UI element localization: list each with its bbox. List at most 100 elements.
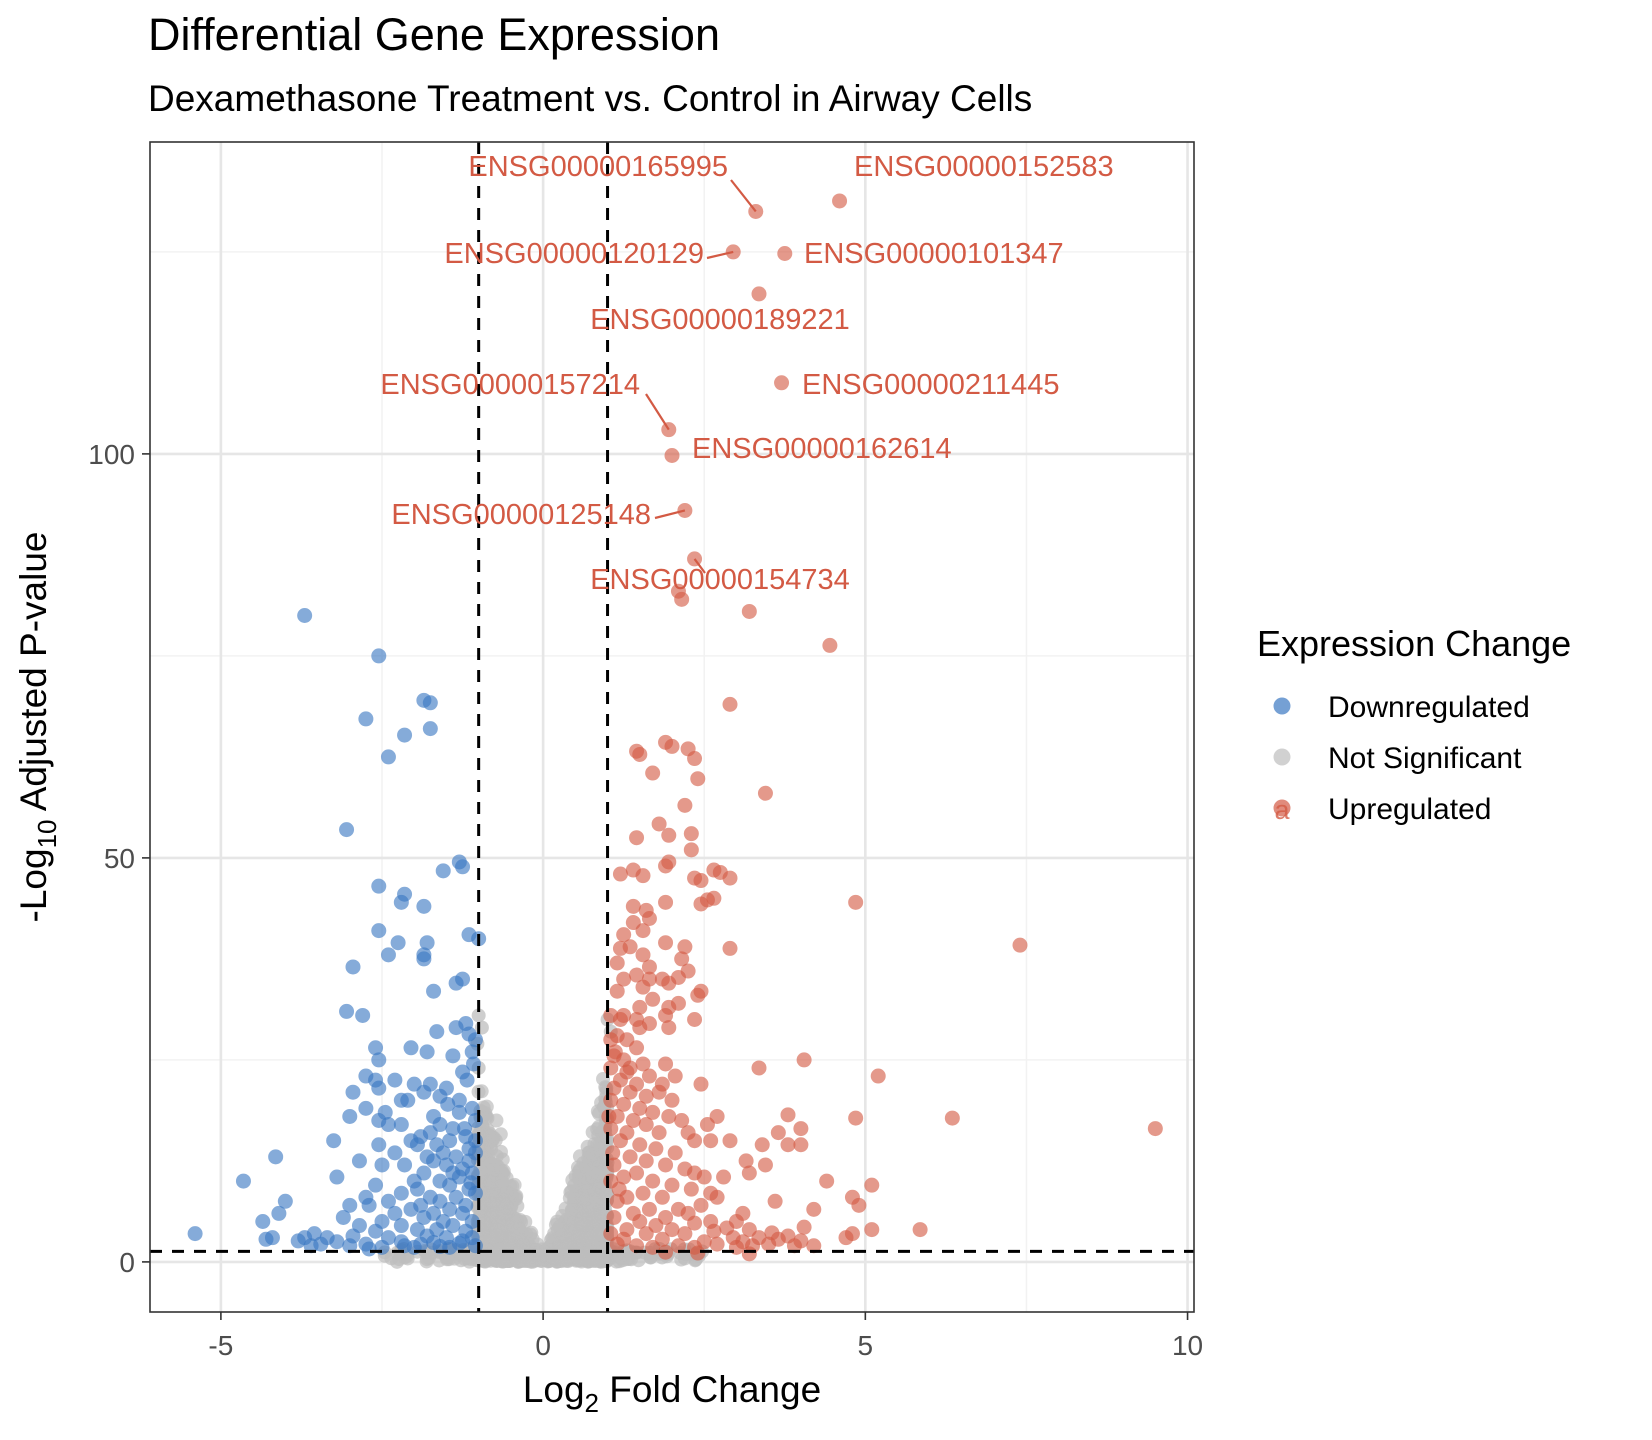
- point-downregulated: [455, 1233, 471, 1249]
- point-downregulated: [393, 1185, 409, 1201]
- y-tick-label: 50: [104, 843, 135, 874]
- point-upregulated: [661, 975, 677, 991]
- point-not-significant: [573, 1175, 588, 1190]
- point-upregulated: [658, 894, 674, 910]
- point-upregulated: [641, 1201, 657, 1217]
- point-downregulated: [290, 1233, 306, 1249]
- x-tick-label: 10: [1172, 1330, 1203, 1361]
- point-upregulated: [683, 1181, 699, 1197]
- point-upregulated: [635, 868, 651, 884]
- point-upregulated: [751, 286, 767, 302]
- point-upregulated: [612, 866, 628, 882]
- point-upregulated: [780, 1107, 796, 1123]
- point-upregulated: [651, 1125, 667, 1141]
- point-upregulated: [703, 1133, 719, 1149]
- point-upregulated: [767, 1193, 783, 1209]
- point-upregulated: [609, 983, 625, 999]
- legend-title: Expression Change: [1257, 623, 1571, 664]
- point-upregulated: [780, 1137, 796, 1153]
- point-not-significant: [484, 1175, 499, 1190]
- point-upregulated: [645, 991, 661, 1007]
- point-downregulated: [387, 1072, 403, 1088]
- x-axis-title-main: Log: [523, 1369, 585, 1410]
- point-downregulated: [380, 749, 396, 765]
- point-upregulated: [611, 1181, 627, 1197]
- point-upregulated: [687, 1133, 703, 1149]
- point-upregulated: [638, 1226, 654, 1242]
- point-upregulated: [822, 637, 838, 653]
- y-tick-label: 0: [119, 1247, 135, 1278]
- point-upregulated: [699, 892, 715, 908]
- point-upregulated: [658, 1056, 674, 1072]
- point-downregulated: [351, 1153, 367, 1169]
- point-upregulated: [870, 1068, 886, 1084]
- point-upregulated: [777, 246, 793, 262]
- point-upregulated: [699, 1117, 715, 1133]
- point-downregulated: [235, 1173, 251, 1189]
- x-axis-title-subscript: 2: [585, 1388, 599, 1418]
- point-upregulated: [793, 1137, 809, 1153]
- point-upregulated: [848, 894, 864, 910]
- point-downregulated: [371, 648, 387, 664]
- point-upregulated: [645, 1173, 661, 1189]
- point-downregulated: [467, 1032, 483, 1048]
- point-downregulated: [393, 1218, 409, 1234]
- gene-label: ENSG00000162614: [692, 433, 952, 465]
- point-upregulated: [796, 1052, 812, 1068]
- point-downregulated: [440, 1096, 456, 1112]
- point-upregulated: [677, 797, 693, 813]
- point-upregulated: [648, 1141, 664, 1157]
- point-upregulated: [603, 1092, 619, 1108]
- point-not-significant: [495, 1195, 510, 1210]
- point-upregulated: [912, 1222, 928, 1238]
- point-downregulated: [255, 1214, 271, 1230]
- point-downregulated: [313, 1236, 329, 1252]
- gene-label: ENSG00000152583: [854, 151, 1114, 183]
- point-not-significant: [484, 1208, 499, 1223]
- legend-label-ns: Not Significant: [1328, 742, 1522, 775]
- point-downregulated: [397, 727, 413, 743]
- point-upregulated: [622, 1149, 638, 1165]
- point-downregulated: [419, 1044, 435, 1060]
- point-downregulated: [448, 975, 464, 991]
- point-upregulated: [677, 502, 693, 518]
- point-upregulated: [609, 1236, 625, 1252]
- point-not-significant: [507, 1215, 522, 1230]
- point-upregulated: [796, 1219, 812, 1235]
- point-upregulated: [629, 1040, 645, 1056]
- point-upregulated: [757, 1157, 773, 1173]
- gene-label: ENSG00000211445: [802, 369, 1059, 401]
- point-upregulated: [751, 1060, 767, 1076]
- gene-label: ENSG00000165995: [468, 151, 728, 183]
- point-upregulated: [625, 898, 641, 914]
- point-downregulated: [339, 1003, 355, 1019]
- point-upregulated: [864, 1222, 880, 1238]
- x-tick-label: 0: [535, 1330, 551, 1361]
- point-downregulated: [409, 1181, 425, 1197]
- point-downregulated: [387, 1145, 403, 1161]
- point-upregulated: [612, 1012, 628, 1027]
- point-not-significant: [495, 1254, 510, 1269]
- point-not-significant: [495, 1152, 510, 1167]
- point-upregulated: [693, 873, 709, 889]
- point-downregulated: [467, 1133, 483, 1149]
- point-not-significant: [515, 1252, 530, 1267]
- legend-label-down: Downregulated: [1328, 691, 1530, 724]
- point-downregulated: [371, 1137, 387, 1153]
- point-downregulated: [371, 923, 387, 939]
- point-upregulated: [658, 1157, 674, 1173]
- point-not-significant: [589, 1182, 604, 1197]
- point-not-significant: [550, 1251, 565, 1266]
- point-not-significant: [585, 1147, 600, 1162]
- point-upregulated: [709, 1189, 725, 1205]
- point-downregulated: [371, 878, 387, 894]
- point-not-significant: [587, 1211, 602, 1226]
- point-downregulated: [455, 859, 471, 875]
- point-upregulated: [603, 1060, 619, 1076]
- point-downregulated: [329, 1234, 345, 1250]
- legend-label-up: Upregulated: [1328, 793, 1491, 826]
- point-downregulated: [403, 1040, 419, 1056]
- point-upregulated: [622, 1060, 638, 1076]
- point-upregulated: [661, 1108, 677, 1124]
- point-not-significant: [554, 1222, 569, 1237]
